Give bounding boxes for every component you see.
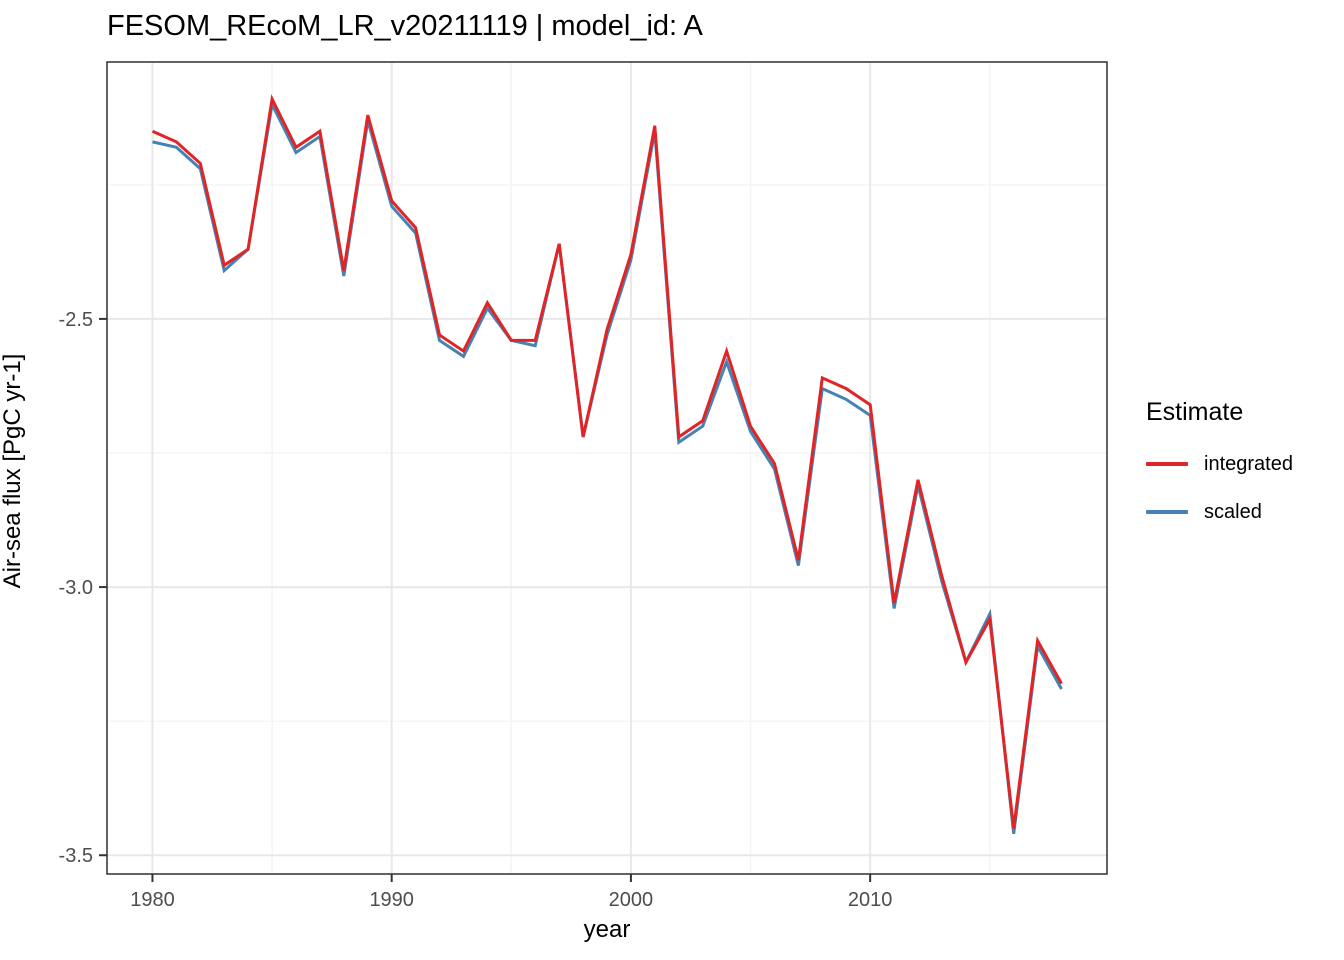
y-axis-title: Air-sea flux [PgC yr-1] [0,353,26,589]
legend-title: Estimate [1146,398,1244,426]
x-tick-label: 1990 [369,889,414,911]
legend-label-integrated: integrated [1204,452,1293,475]
x-tick-label: 2010 [848,889,893,911]
axis-tick-labels: 1980 1990 2000 2010 -2.5 -3.0 -3.5 [59,309,893,911]
y-tick-label: -3.0 [59,577,93,599]
x-tick-label: 1980 [130,889,175,911]
axis-ticks [99,317,872,882]
panel-border [106,61,1108,875]
chart-title: FESOM_REcoM_LR_v20211119 | model_id: A [107,10,703,42]
y-tick-label: -2.5 [59,309,93,331]
series-line-integrated [151,94,1063,829]
legend-item-scaled: scaled [1146,501,1293,523]
gridlines-minor [107,62,1107,874]
x-tick-label: 2000 [609,889,654,911]
legend-label-scaled: scaled [1204,500,1262,523]
legend: Estimate integrated scaled [1146,398,1293,549]
gridlines-major [107,62,1107,874]
legend-key-line-scaled [1146,510,1188,514]
series-line-scaled [152,99,1063,834]
legend-key-line-integrated [1146,462,1188,466]
y-tick-label: -3.5 [59,845,93,867]
legend-item-integrated: integrated [1146,453,1293,475]
x-axis-title: year [583,916,631,943]
